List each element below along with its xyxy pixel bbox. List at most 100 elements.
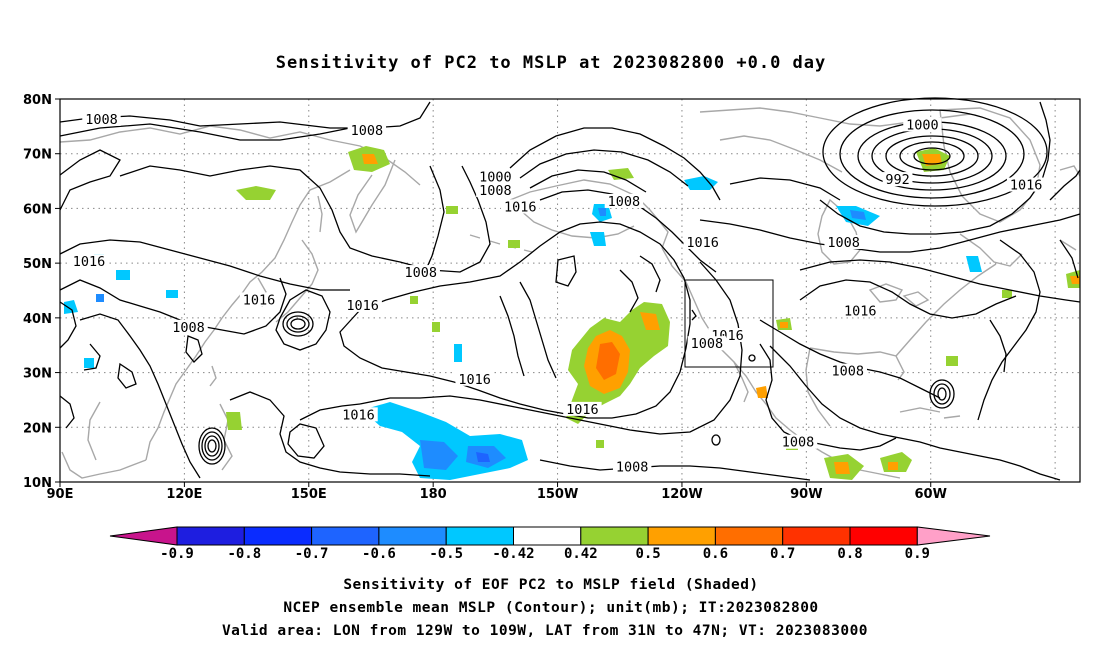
colorbar-label: -0.9 (160, 546, 194, 562)
contour-label-bg (612, 459, 652, 474)
contour-label: 1008 (691, 336, 724, 352)
contour-label: 1016 (1010, 178, 1043, 194)
contour-label-bg (476, 169, 515, 184)
colorbar-segment (580, 526, 649, 546)
lat-tick-label: 50N (23, 257, 52, 272)
colorbar-label: 0.7 (770, 546, 795, 562)
contour-label-bg (82, 111, 121, 126)
caption-line-2: NCEP ensemble mean MSLP (Contour); unit(… (283, 600, 818, 616)
contour-label-bg (882, 172, 913, 187)
colorbar-segment (378, 526, 447, 546)
contour-label-bg (824, 234, 863, 249)
lon-tick-label: 150W (537, 487, 578, 502)
colorbar-label: 0.42 (564, 546, 598, 562)
colorbar-segment (243, 526, 313, 546)
colorbar-high-arrow (916, 526, 991, 546)
colorbar-label: 0.5 (635, 546, 660, 562)
contour-label: 1000 (906, 117, 939, 133)
colorbar-label: -0.6 (362, 546, 396, 562)
contour-label: 1016 (342, 407, 375, 423)
colorbar-label: 0.8 (837, 546, 862, 562)
contour-label: 1016 (346, 298, 379, 314)
contour-label-bg (841, 303, 880, 318)
colorbar-segment (513, 526, 582, 546)
colorbar-segment (445, 526, 515, 546)
sensitivity-shading (64, 146, 1080, 480)
lat-tick-label: 80N (23, 93, 52, 108)
contour-label: 1008 (832, 364, 865, 380)
contour-label-bg (455, 371, 494, 386)
colorbar-segment (176, 526, 245, 546)
contour-label-bg (604, 193, 644, 208)
colorbar-segment (849, 526, 918, 546)
colorbar: -0.9 -0.8 -0.7 -0.6 -0.5 -0.42 0.42 0.5 0.6 0.7 0.… (109, 526, 991, 562)
contour-label-bg (828, 363, 868, 378)
colorbar-label: -0.7 (295, 546, 329, 562)
contour-label-bg (239, 292, 279, 307)
lat-tick-label: 60N (23, 202, 52, 217)
caption-line-3: Valid area: LON from 129W to 109W, LAT f… (222, 623, 868, 639)
colorbar-segment (311, 526, 380, 546)
contour-label: 1008 (404, 265, 437, 281)
contour-label-bg (687, 336, 727, 351)
contour-label-bg (563, 401, 602, 416)
contour-label: 1008 (172, 320, 205, 336)
colorbar-label: -0.5 (429, 546, 463, 562)
colorbar-label: 0.6 (703, 546, 728, 562)
contour-label: 1008 (351, 123, 384, 139)
map-title: Sensitivity of PC2 to MSLP at 2023082800… (276, 53, 827, 73)
lon-tick-label: 60W (915, 487, 947, 502)
contour-label: 1000 (479, 169, 512, 185)
contour-label: 1008 (782, 435, 815, 451)
colorbar-label: 0.9 (905, 546, 930, 562)
contour-label: 1008 (85, 112, 118, 128)
lat-tick-label: 10N (23, 476, 52, 491)
contour-label-bg (1006, 177, 1046, 192)
valid-area-box (684, 279, 774, 368)
lat-tick-label: 70N (23, 148, 52, 163)
lon-tick-label: 120W (661, 487, 702, 502)
contour-label-bg (343, 297, 382, 312)
mslp-contours (59, 97, 1081, 481)
contour-label: 1008 (608, 194, 641, 210)
contour-label-bg (169, 319, 208, 334)
contour-label-bg (778, 434, 818, 449)
contour-label-bg (476, 183, 515, 198)
contour-label: 1008 (616, 459, 649, 475)
contour-label: 1016 (566, 402, 599, 418)
contour-label-bg (401, 265, 440, 280)
contour-label: 1016 (504, 199, 537, 215)
lon-tick-label: 150E (291, 487, 327, 502)
contour-label: 1008 (479, 183, 512, 199)
colorbar-label: -0.42 (492, 546, 534, 562)
coastlines (59, 107, 1081, 479)
colorbar-segment (647, 526, 716, 546)
contour-label: 992 (885, 172, 909, 188)
lat-tick-label: 20N (23, 421, 52, 436)
contour-label-bg (501, 199, 540, 214)
lat-tick-label: 30N (23, 367, 52, 382)
lon-tick-label: 90W (790, 487, 822, 502)
colorbar-label: -0.8 (227, 546, 261, 562)
contour-label: 1016 (686, 235, 719, 251)
contour-label: 1016 (844, 303, 877, 319)
contour-label-bg (347, 122, 387, 137)
lon-tick-label: 120E (166, 487, 202, 502)
contour-label: 1016 (73, 254, 106, 270)
lon-tick-label: 90E (47, 487, 74, 502)
contour-label: 1008 (827, 235, 860, 251)
caption-line-1: Sensitivity of EOF PC2 to MSLP field (Sh… (343, 577, 758, 593)
contour-label-bg (683, 234, 722, 249)
positive-sensitivity-region (226, 146, 1080, 480)
contour-label: 1016 (458, 372, 491, 388)
negative-sensitivity-region (64, 176, 982, 480)
colorbar-segment (714, 526, 784, 546)
lat-tick-label: 40N (23, 312, 52, 327)
contour-label-bg (903, 117, 942, 132)
lon-tick-label: 180 (420, 487, 447, 502)
colorbar-low-arrow (109, 526, 178, 546)
latitude-axis: 80N 70N 60N 50N 40N 30N 20N 10N (23, 93, 60, 491)
contour-label: 1016 (243, 292, 276, 308)
